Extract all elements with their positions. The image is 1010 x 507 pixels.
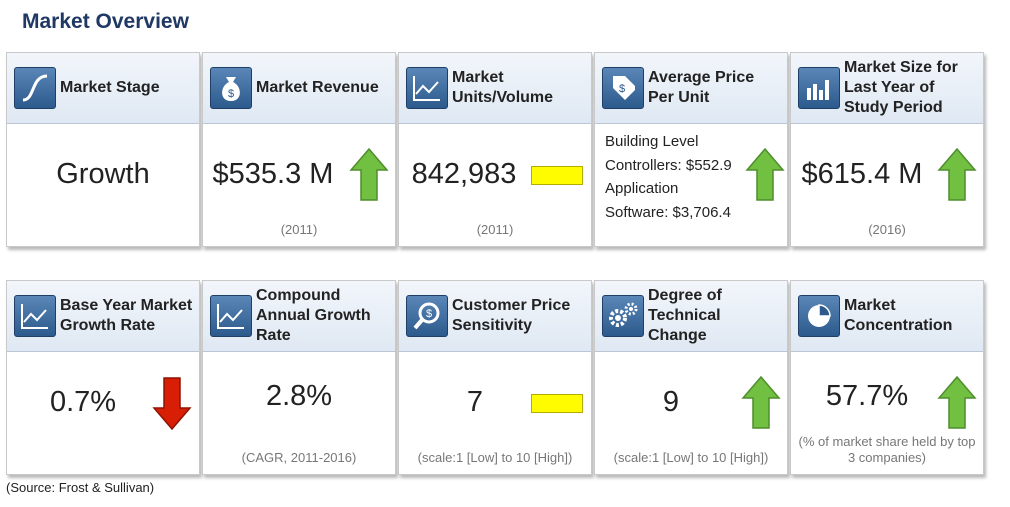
price-line: Controllers: $552.9 bbox=[605, 156, 732, 174]
price-tag-icon: $ bbox=[602, 67, 644, 109]
card-label: Customer Price Sensitivity bbox=[452, 297, 571, 334]
card-value: 9 bbox=[662, 386, 680, 418]
card-header: Market Stage bbox=[7, 53, 199, 124]
svg-text:$: $ bbox=[228, 88, 234, 100]
card-label: Market Size for Last Year of Study Perio… bbox=[844, 59, 958, 116]
card-body: $615.4 M (2016) bbox=[791, 124, 983, 246]
card-header: Market Size for Last Year of Study Perio… bbox=[791, 53, 983, 124]
card-average-price: $ Average Price Per Unit Building Level … bbox=[594, 52, 788, 247]
card-market-concentration: Market Concentration 57.7% (% of market … bbox=[790, 280, 984, 475]
card-body: 0.7% bbox=[7, 352, 199, 474]
card-label: Degree of Technical Change bbox=[648, 287, 722, 344]
card-market-size: Market Size for Last Year of Study Perio… bbox=[790, 52, 984, 247]
neutral-indicator bbox=[531, 166, 583, 185]
money-bag-icon: $ bbox=[210, 67, 252, 109]
price-details: Building Level Controllers: $552.9 Appli… bbox=[605, 130, 732, 224]
card-note: (scale:1 [Low] to 10 [High]) bbox=[613, 450, 769, 465]
pie-chart-icon bbox=[798, 295, 840, 337]
price-line: Application bbox=[605, 180, 679, 197]
card-note: (CAGR, 2011-2016) bbox=[241, 450, 357, 465]
s-curve-icon bbox=[14, 67, 56, 109]
card-header: $ Customer Price Sensitivity bbox=[399, 281, 591, 352]
card-value: 0.7% bbox=[49, 386, 117, 418]
card-label: Base Year Market Growth Rate bbox=[60, 297, 193, 334]
card-header: Degree of Technical Change bbox=[595, 281, 787, 352]
card-note: (2011) bbox=[280, 222, 318, 237]
page-title: Market Overview bbox=[22, 10, 189, 33]
up-arrow-icon bbox=[745, 148, 785, 201]
card-market-units: Market Units/Volume 842,983 (2011) bbox=[398, 52, 592, 247]
card-market-stage: Market Stage Growth bbox=[6, 52, 200, 247]
gears-icon bbox=[602, 295, 644, 337]
line-chart-icon bbox=[14, 295, 56, 337]
price-line: Building Level bbox=[605, 133, 699, 150]
card-price-sensitivity: $ Customer Price Sensitivity 7 (scale:1 … bbox=[398, 280, 592, 475]
card-body: 2.8% (CAGR, 2011-2016) bbox=[203, 352, 395, 474]
card-label: Average Price Per Unit bbox=[648, 69, 755, 106]
magnifier-dollar-icon: $ bbox=[406, 295, 448, 337]
card-header: Base Year Market Growth Rate bbox=[7, 281, 199, 352]
card-label: Market Revenue bbox=[256, 79, 379, 96]
card-value: $535.3 M bbox=[212, 158, 334, 190]
card-value: Growth bbox=[56, 158, 150, 190]
card-note: (% of market share held by top 3 compani… bbox=[798, 434, 976, 465]
card-header: $ Average Price Per Unit bbox=[595, 53, 787, 124]
source-note: (Source: Frost & Sullivan) bbox=[6, 480, 155, 495]
card-note: (2011) bbox=[476, 222, 514, 237]
svg-text:$: $ bbox=[426, 308, 432, 320]
card-body: Growth bbox=[7, 124, 199, 246]
up-arrow-icon bbox=[937, 376, 977, 429]
bar-chart-icon bbox=[798, 67, 840, 109]
card-label: Compound Annual Growth Rate bbox=[256, 287, 371, 344]
card-header: Compound Annual Growth Rate bbox=[203, 281, 395, 352]
card-body: 57.7% (% of market share held by top 3 c… bbox=[791, 352, 983, 474]
card-body: $535.3 M (2011) bbox=[203, 124, 395, 246]
card-header: $ Market Revenue bbox=[203, 53, 395, 124]
price-line: Software: $3,706.4 bbox=[605, 203, 731, 221]
card-value: 7 bbox=[466, 386, 484, 418]
neutral-indicator bbox=[531, 394, 583, 413]
card-header: Market Units/Volume bbox=[399, 53, 591, 124]
card-label: Market Stage bbox=[60, 79, 160, 96]
svg-text:$: $ bbox=[619, 83, 625, 95]
card-value: $615.4 M bbox=[801, 158, 923, 190]
card-value: 57.7% bbox=[825, 380, 909, 412]
card-note: (scale:1 [Low] to 10 [High]) bbox=[417, 450, 573, 465]
card-body: 842,983 (2011) bbox=[399, 124, 591, 246]
card-label: Market Concentration bbox=[844, 297, 953, 334]
up-arrow-icon bbox=[937, 148, 977, 201]
card-cagr: Compound Annual Growth Rate 2.8% (CAGR, … bbox=[202, 280, 396, 475]
card-technical-change: Degree of Technical Change 9 (scale:1 [L… bbox=[594, 280, 788, 475]
line-chart-icon bbox=[406, 67, 448, 109]
card-note: (2016) bbox=[868, 222, 906, 237]
card-label: Market Units/Volume bbox=[452, 69, 554, 106]
card-header: Market Concentration bbox=[791, 281, 983, 352]
card-body: 9 (scale:1 [Low] to 10 [High]) bbox=[595, 352, 787, 474]
card-market-revenue: $ Market Revenue $535.3 M (2011) bbox=[202, 52, 396, 247]
down-arrow-icon bbox=[152, 377, 192, 430]
up-arrow-icon bbox=[349, 148, 389, 201]
card-base-year-growth: Base Year Market Growth Rate 0.7% bbox=[6, 280, 200, 475]
card-value: 2.8% bbox=[265, 380, 333, 412]
card-body: Building Level Controllers: $552.9 Appli… bbox=[595, 124, 787, 246]
line-chart-icon bbox=[210, 295, 252, 337]
card-body: 7 (scale:1 [Low] to 10 [High]) bbox=[399, 352, 591, 474]
up-arrow-icon bbox=[741, 376, 781, 429]
card-value: 842,983 bbox=[411, 158, 517, 190]
